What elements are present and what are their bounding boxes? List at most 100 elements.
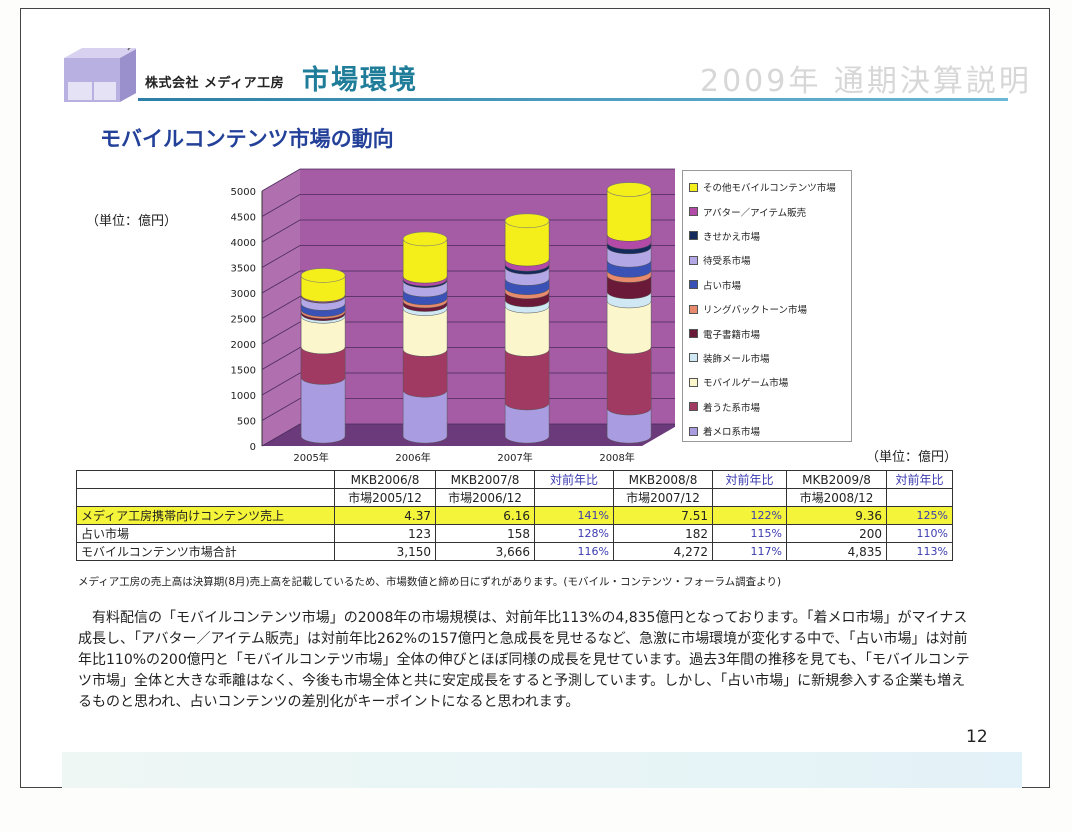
- table-cell: 182: [613, 524, 713, 543]
- table-cell: 200: [786, 524, 887, 543]
- y-tick-label: 3000: [231, 289, 256, 300]
- bar-top-cap: [606, 182, 652, 197]
- table-cell: 3,666: [435, 542, 535, 561]
- legend-label: 着メロ系市場: [703, 427, 761, 439]
- table-cell: 125%: [886, 506, 953, 525]
- table-header-cell: MKB2009/8: [786, 470, 887, 489]
- table-header-cell: MKB2007/8: [435, 470, 535, 489]
- bar-segment: [504, 349, 550, 411]
- legend-swatch: [689, 182, 698, 192]
- legend-swatch: [689, 231, 698, 241]
- legend-label: 待受系市場: [703, 256, 751, 268]
- legend-label: その他モバイルコンテンツ市場: [703, 183, 836, 195]
- legend-label: 着うた系市場: [703, 402, 761, 414]
- table-cell: 6.16: [435, 506, 535, 525]
- page-number: 12: [966, 727, 988, 747]
- legend-entry: きせかえ市場: [689, 224, 845, 248]
- stacked-bar-chart: 0 500 1000 1500 2000 2500 3000 3500 4000 4500 5000…: [231, 168, 675, 464]
- table-row: 占い市場 123 158 128% 182 115% 200 110%: [76, 524, 953, 543]
- bar-segment: [606, 346, 652, 416]
- y-tick-label: 4500: [231, 213, 256, 224]
- table-cell: 4.37: [334, 506, 436, 525]
- bar-segment: [402, 238, 448, 284]
- bar-segment: [402, 349, 448, 398]
- legend-label: モバイルゲーム市場: [703, 378, 789, 390]
- legend-entry: アバター／アイテム販売: [689, 199, 845, 223]
- bar-segment: [300, 275, 346, 302]
- table-cell: 158: [435, 524, 535, 543]
- legend-swatch: [689, 353, 698, 363]
- legend-entry: 電子書籍市場: [689, 321, 845, 345]
- table-header-cell: 市場2008/12: [786, 488, 887, 507]
- legend-label: リングバックトーン市場: [703, 305, 808, 317]
- y-tick-label: 500: [237, 417, 256, 428]
- table-cell: 141%: [534, 506, 614, 525]
- table-row: モバイルコンテンツ市場合計 3,150 3,666 116% 4,272 117…: [76, 542, 953, 561]
- y-tick-label: 2500: [231, 315, 256, 326]
- table-header-row: 市場2005/12 市場2006/12 市場2007/12 市場2008/12: [76, 488, 953, 507]
- gridline: [261, 270, 675, 294]
- legend-entry: モバイルゲーム市場: [689, 370, 845, 394]
- legend-entry: 占い市場: [689, 273, 845, 297]
- bar-top-cap: [402, 231, 448, 247]
- table-header-cell: [76, 488, 335, 507]
- legend-entry: リングバックトーン市場: [689, 297, 845, 321]
- table-cell: 110%: [886, 524, 953, 543]
- table-cell: 9.36: [786, 506, 887, 525]
- table-cell: 116%: [534, 542, 614, 561]
- legend-swatch: [689, 329, 698, 339]
- legend-swatch: [689, 304, 698, 314]
- gridline: [261, 219, 675, 243]
- table-row: メディア工房携帯向けコンテンツ売上 4.37 6.16 141% 7.51 12…: [76, 506, 953, 525]
- chart-floor: [262, 424, 675, 446]
- table-cell: 4,835: [786, 542, 887, 561]
- table-header-cell: 対前年比: [534, 470, 614, 489]
- table-header-cell: 対前年比: [712, 470, 787, 489]
- legend-swatch: [689, 207, 698, 217]
- table-cell: 122%: [712, 506, 787, 525]
- table-header-cell: 市場2005/12: [334, 488, 436, 507]
- x-tick-label: 2008年: [599, 451, 634, 464]
- footnote: メディア工房の売上高は決算期(8月)売上高を記載しているため、市場数値と締め日に…: [78, 576, 782, 588]
- legend-entry: 待受系市場: [689, 248, 845, 272]
- legend-entry: 着うた系市場: [689, 395, 845, 419]
- table-header-cell: [712, 488, 787, 507]
- bar-segment: [504, 220, 550, 267]
- company-logo: [64, 48, 136, 102]
- table-cell: 7.51: [613, 506, 713, 525]
- table-header-cell: MKB2006/8: [334, 470, 436, 489]
- gridline: [261, 347, 675, 370]
- page-title: 市場環境: [302, 65, 418, 96]
- gridline: [261, 423, 675, 447]
- table-cell: 128%: [534, 524, 614, 543]
- table-header-cell: 市場2006/12: [435, 488, 535, 507]
- legend-label: 電子書籍市場: [703, 329, 761, 341]
- body-paragraph: 有料配信の「モバイルコンテンツ市場」の2008年の市場規模は、対前年比113%の…: [78, 610, 970, 710]
- legend-entry: 着メロ系市場: [689, 419, 845, 443]
- y-tick-label: 5000: [231, 187, 256, 198]
- gridline: [261, 194, 675, 217]
- bar-segment: [402, 389, 448, 444]
- company-name: 株式会社 メディア工房: [145, 76, 285, 91]
- chart-legend: その他モバイルコンテンツ市場アバター／アイテム販売 きせかえ市場待受系市場占い市場…: [682, 170, 852, 442]
- table-cell: 4,272: [613, 542, 713, 561]
- x-tick-label: 2005年: [293, 451, 328, 464]
- table-header-row: MKB2006/8 MKB2007/8 対前年比 MKB2008/8 対前年比 …: [76, 470, 953, 489]
- bar-segment: [300, 346, 346, 385]
- legend-swatch: [689, 426, 698, 436]
- legend-label: 占い市場: [703, 280, 742, 292]
- gridline: [261, 168, 675, 192]
- bar-segment: [606, 300, 652, 355]
- row-label: モバイルコンテンツ市場合計: [76, 542, 335, 561]
- table-cell: 113%: [886, 542, 953, 561]
- chart-unit-label: （単位：億円）: [86, 214, 178, 229]
- gridline: [261, 398, 675, 421]
- legend-swatch: [689, 377, 698, 387]
- legend-label: 装飾メール市場: [703, 353, 770, 365]
- bar-segment: [504, 305, 550, 357]
- bar-segment: [504, 402, 550, 444]
- legend-entry: 装飾メール市場: [689, 346, 845, 370]
- bar-segment: [606, 189, 652, 242]
- bar-segment: [606, 407, 652, 444]
- table-header-cell: [886, 488, 953, 507]
